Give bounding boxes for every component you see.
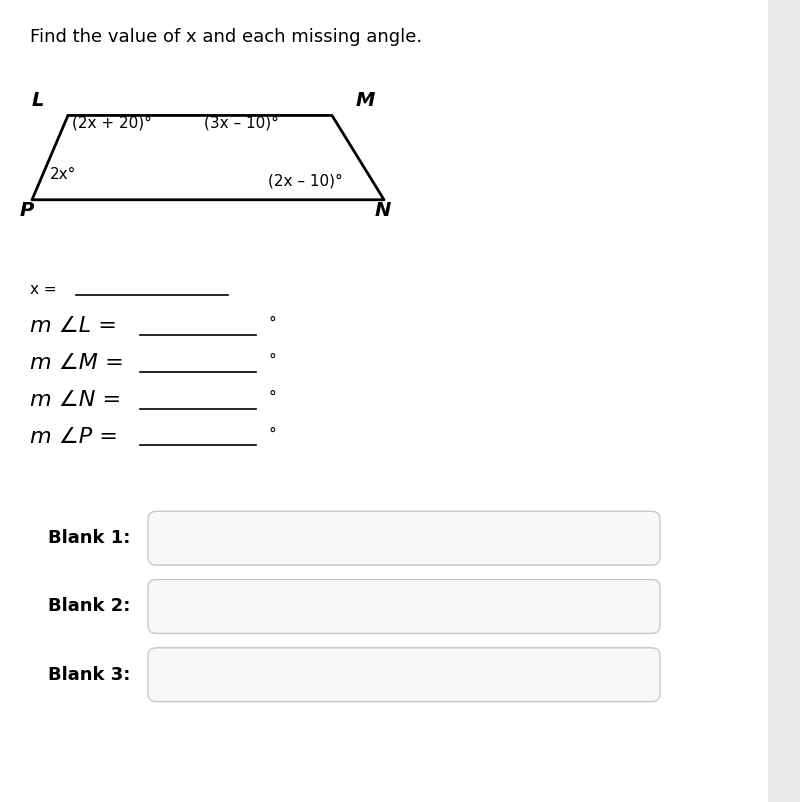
Text: Blank 2:: Blank 2: [48,597,130,614]
FancyBboxPatch shape [148,580,660,634]
FancyBboxPatch shape [148,512,660,565]
Text: M: M [356,91,375,110]
Text: Find the value of x and each missing angle.: Find the value of x and each missing ang… [30,28,422,46]
Text: m ∠L =: m ∠L = [30,316,118,335]
Text: °: ° [268,390,276,404]
Text: m ∠N =: m ∠N = [30,390,122,409]
Text: °: ° [268,427,276,441]
Text: L: L [32,91,44,110]
Text: °: ° [268,353,276,367]
Text: (3x – 10)°: (3x – 10)° [204,115,279,130]
Text: m ∠P =: m ∠P = [30,427,118,446]
Text: m ∠M =: m ∠M = [30,353,124,372]
FancyBboxPatch shape [148,648,660,702]
Text: x =: x = [30,282,57,296]
Text: (2x + 20)°: (2x + 20)° [72,115,152,130]
Text: P: P [20,200,34,220]
FancyBboxPatch shape [768,0,800,802]
Text: °: ° [268,316,276,330]
Text: Blank 1:: Blank 1: [48,529,130,546]
Text: N: N [374,200,390,220]
Text: 2x°: 2x° [50,167,76,181]
Text: (2x – 10)°: (2x – 10)° [268,173,342,188]
Text: Blank 3:: Blank 3: [48,665,130,683]
